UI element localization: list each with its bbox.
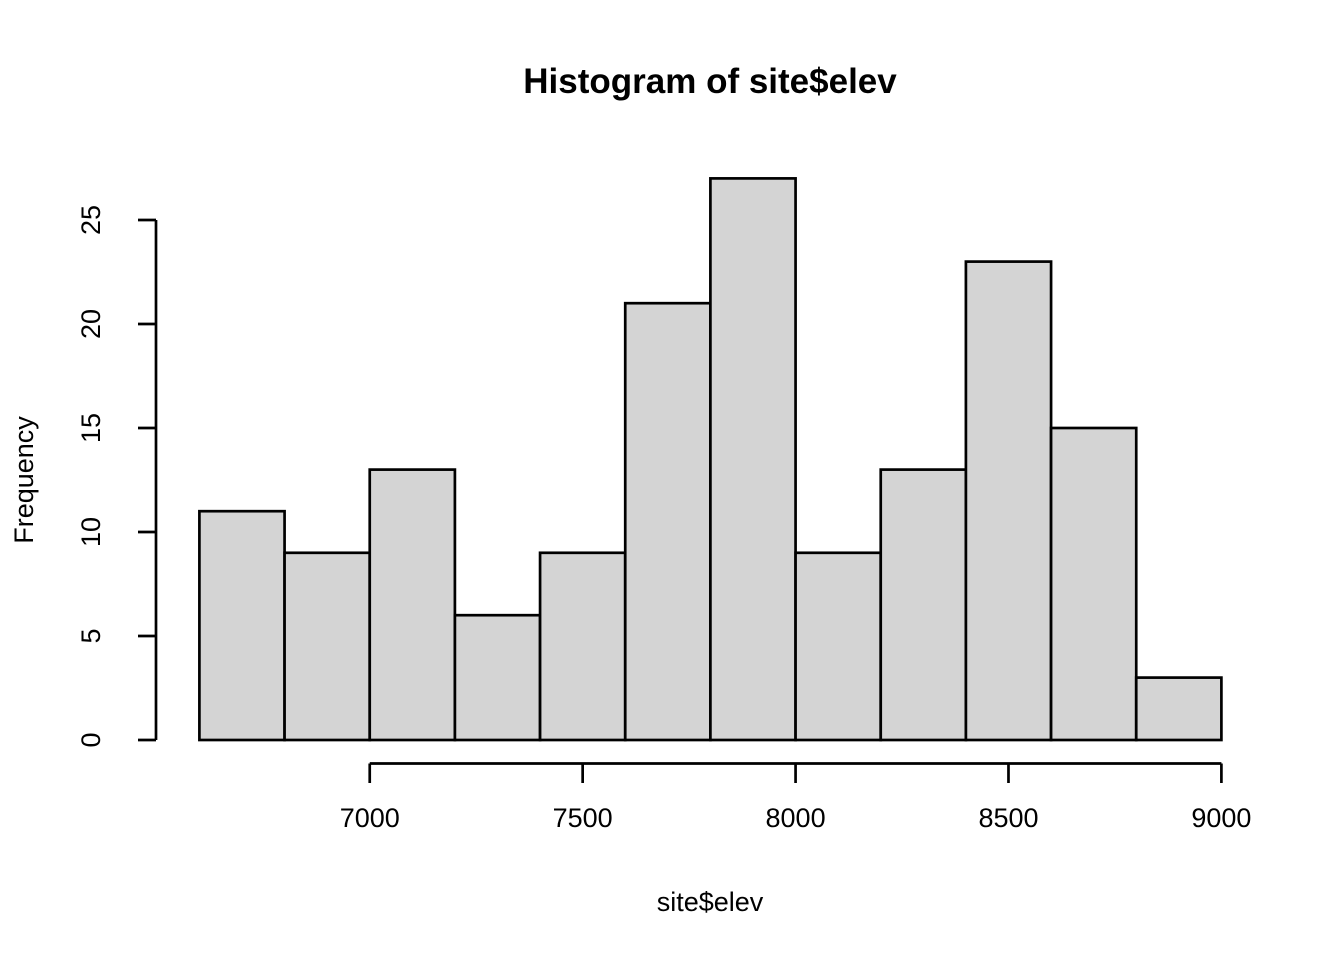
y-axis: 0 5 10 15 20 25 [76, 205, 158, 748]
histogram-bar [198, 509, 286, 742]
y-tick-label: 0 [76, 732, 106, 747]
y-tick-label: 25 [76, 205, 106, 235]
chart-title: Histogram of site$elev [523, 62, 897, 101]
y-axis-label: Frequency [9, 416, 39, 544]
histogram-bar [1134, 676, 1223, 742]
x-tick-label: 7500 [553, 803, 613, 833]
histogram-bar [1049, 426, 1138, 742]
x-tick-label: 7000 [340, 803, 400, 833]
x-tick-label: 8500 [978, 803, 1038, 833]
x-tick-label: 8000 [766, 803, 826, 833]
histogram-bars-group [198, 177, 1223, 742]
histogram-bar [623, 301, 712, 742]
histogram-bar [879, 468, 968, 742]
histogram-bar [283, 551, 372, 742]
histogram-bar [964, 260, 1053, 742]
x-axis-label: site$elev [657, 887, 764, 917]
y-tick-label: 20 [76, 309, 106, 339]
x-tick-label: 9000 [1191, 803, 1251, 833]
histogram-bar [709, 177, 797, 742]
y-tick-label: 10 [76, 517, 106, 547]
histogram-bar [368, 468, 457, 742]
histogram-bar [538, 551, 627, 742]
y-tick-label: 5 [76, 628, 106, 643]
y-tick-label: 15 [76, 413, 106, 443]
histogram-bar [453, 613, 542, 742]
histogram-bar [794, 551, 883, 742]
x-axis: 7000 7500 8000 8500 9000 [340, 762, 1251, 833]
